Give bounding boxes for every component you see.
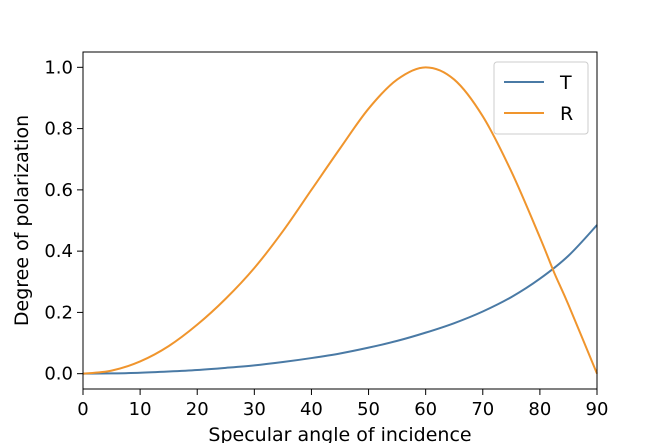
y-tick-label: 0.2 [44,302,73,323]
x-tick-label: 30 [243,399,266,420]
legend: TR [493,61,589,135]
series-line-r [82,66,598,375]
legend-label-r: R [560,103,573,125]
series-line-t [82,224,598,375]
x-tick-label: 20 [186,399,209,420]
y-tick-label: 0.4 [44,241,73,262]
y-axis-ticks: 0.0 0.2 0.4 0.6 0.8 1.0 [44,57,83,385]
x-tick-label: 0 [77,399,88,420]
legend-label-t: T [559,72,572,94]
y-tick-label: 0.6 [44,180,73,201]
y-tick-label: 0.8 [44,119,73,140]
y-tick-label: 1.0 [44,57,73,78]
x-tick-label: 10 [129,399,152,420]
series-layer [82,66,598,375]
x-tick-label: 50 [357,399,380,420]
x-tick-label: 60 [414,399,437,420]
x-tick-label: 90 [586,399,609,420]
x-tick-label: 40 [300,399,323,420]
legend-box [493,61,589,135]
x-axis-label: Specular angle of incidence [208,424,471,443]
plot-frame [82,51,598,390]
x-tick-label: 80 [528,399,551,420]
y-tick-label: 0.0 [44,364,73,385]
y-axis-label: Degree of polarization [11,115,33,326]
x-axis-ticks: 0 10 20 30 40 50 60 70 80 90 [77,389,608,420]
x-tick-label: 70 [471,399,494,420]
